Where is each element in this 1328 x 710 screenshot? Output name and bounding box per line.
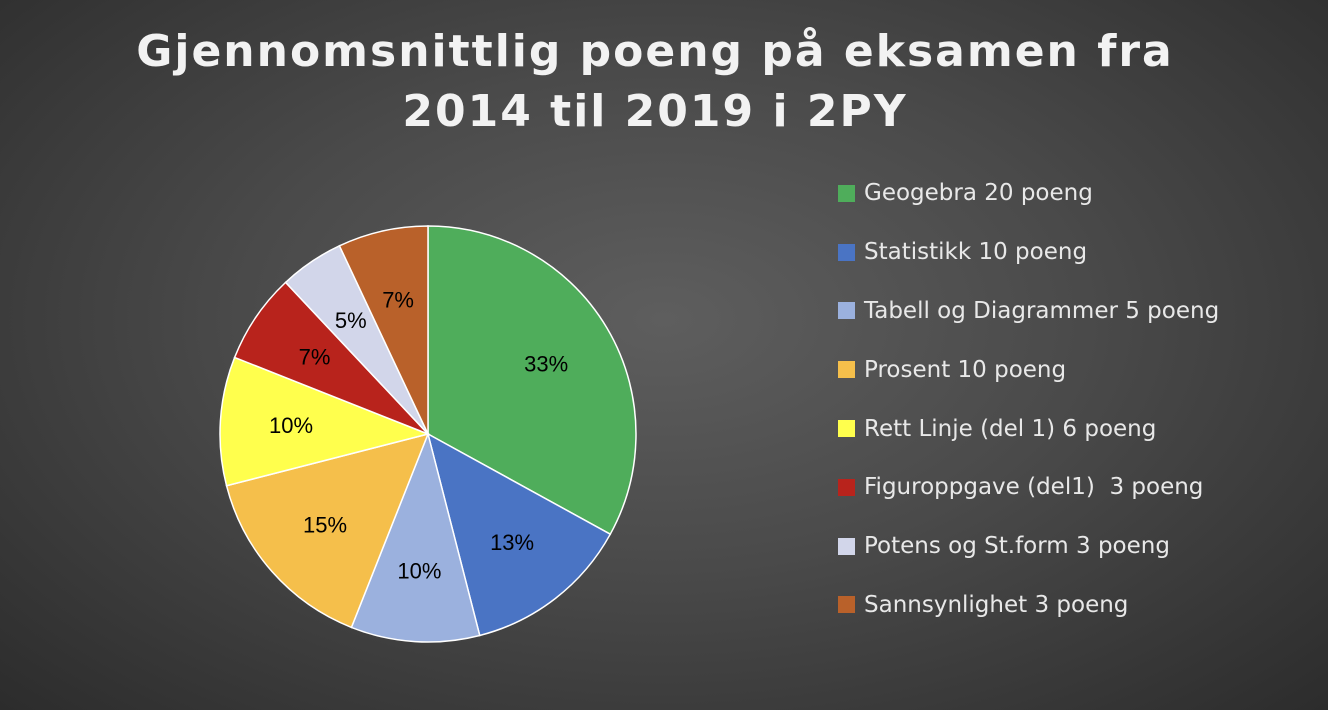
pie-slice-label-8: 7% — [382, 288, 414, 313]
legend-label: Rett Linje (del 1) 6 poeng — [864, 415, 1157, 442]
legend-label: Prosent 10 poeng — [864, 356, 1067, 383]
legend-item-3: Tabell og Diagrammer 5 poeng — [838, 282, 1219, 341]
legend-label: Sannsynlighet 3 poeng — [864, 591, 1129, 618]
legend-swatch — [838, 478, 855, 496]
pie-slice-label-4: 15% — [303, 512, 347, 537]
legend-swatch — [838, 596, 855, 614]
chart-legend: Geogebra 20 poeng Statistikk 10 poeng Tabe… — [838, 164, 1219, 634]
legend-item-8: Sannsynlighet 3 poeng — [838, 576, 1219, 635]
legend-label: Figuroppgave (del1) 3 poeng — [864, 474, 1204, 501]
pie-slice-5 — [219, 356, 431, 487]
legend-swatch — [838, 302, 855, 320]
pie-slice-label-7: 5% — [335, 308, 367, 333]
legend-label: Statistikk 10 poeng — [864, 239, 1088, 266]
legend-label: Potens og St.form 3 poeng — [864, 533, 1170, 560]
pie-slice-label-2: 13% — [490, 530, 534, 555]
legend-swatch — [838, 184, 855, 202]
legend-item-1: Geogebra 20 poeng — [838, 164, 1219, 223]
legend-item-5: Rett Linje (del 1) 6 poeng — [838, 399, 1219, 458]
pie-slice-1 — [427, 225, 637, 536]
pie-slice-2 — [426, 432, 612, 637]
legend-swatch — [838, 537, 855, 555]
pie-slice-label-5: 10% — [269, 413, 313, 438]
legend-item-4: Prosent 10 poeng — [838, 340, 1219, 399]
legend-swatch — [838, 420, 855, 438]
legend-item-2: Statistikk 10 poeng — [838, 223, 1219, 282]
chart-title-line-1: Gjennomsnittlig poeng på eksamen fra — [136, 26, 1174, 77]
pie-slice-label-1: 33% — [524, 352, 568, 377]
legend-swatch — [838, 243, 855, 261]
pie-slice-4 — [225, 432, 430, 629]
legend-label: Tabell og Diagrammer 5 poeng — [864, 297, 1220, 324]
pie-slice-8 — [338, 225, 429, 435]
pie-slice-label-3: 10% — [397, 559, 441, 584]
chart-title-line-2: 2014 til 2019 i 2PY — [402, 86, 908, 137]
legend-swatch — [838, 361, 855, 379]
pie-slice-label-6: 7% — [299, 344, 331, 369]
legend-label: Geogebra 20 poeng — [864, 180, 1093, 207]
legend-item-7: Potens og St.form 3 poeng — [838, 517, 1219, 576]
chart-title: Gjennomsnittlig poeng på eksamen fra 201… — [90, 22, 1220, 142]
pie-slice-3 — [350, 431, 481, 643]
legend-item-6: Figuroppgave (del1) 3 poeng — [838, 458, 1219, 517]
